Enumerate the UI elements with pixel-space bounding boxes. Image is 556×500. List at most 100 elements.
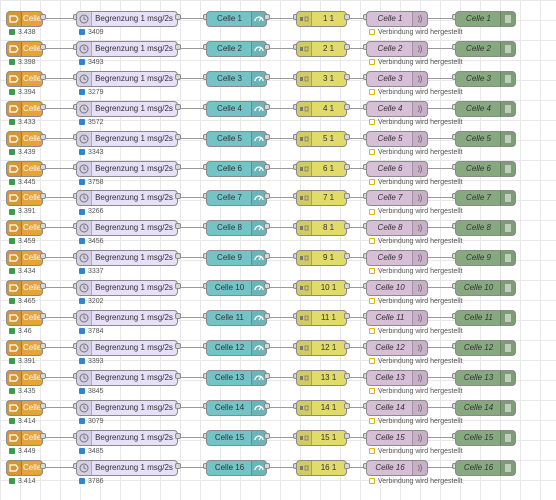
- wire[interactable]: [428, 317, 455, 318]
- output-port[interactable]: [264, 14, 270, 20]
- inject-arrow-icon[interactable]: [7, 71, 22, 86]
- debug-list-icon[interactable]: [500, 161, 515, 176]
- mqtt-out-node[interactable]: Celle 11: [366, 310, 428, 326]
- wire[interactable]: [178, 167, 206, 169]
- wire[interactable]: [347, 436, 366, 438]
- gauge-node[interactable]: Celle 14: [206, 399, 267, 416]
- output-port[interactable]: [40, 462, 46, 469]
- wire[interactable]: [43, 77, 76, 79]
- wire[interactable]: [347, 346, 366, 348]
- function-node[interactable]: 14 1: [296, 399, 347, 416]
- debug-node[interactable]: Celle 4: [455, 100, 516, 117]
- debug-list-icon[interactable]: [500, 281, 515, 296]
- inject-arrow-icon[interactable]: [7, 311, 22, 325]
- inject-arrow-icon[interactable]: [7, 251, 22, 266]
- wire[interactable]: [43, 18, 76, 19]
- output-port[interactable]: [264, 193, 270, 200]
- delay-node[interactable]: Begrenzung 1 msg/2s: [76, 130, 178, 147]
- mqtt-out-node[interactable]: Celle 4: [366, 100, 428, 117]
- wire[interactable]: [178, 197, 206, 199]
- debug-node[interactable]: Celle 3: [455, 70, 516, 87]
- wire[interactable]: [178, 227, 206, 229]
- wire[interactable]: [178, 376, 206, 378]
- output-port[interactable]: [264, 372, 270, 379]
- function-node[interactable]: 3 1: [296, 70, 347, 87]
- inject-arrow-icon[interactable]: [7, 460, 22, 475]
- wire[interactable]: [178, 346, 206, 348]
- wire[interactable]: [428, 197, 455, 199]
- delay-node[interactable]: Begrenzung 1 msg/2s: [76, 339, 178, 356]
- output-port[interactable]: [175, 163, 181, 170]
- debug-list-icon[interactable]: [500, 41, 515, 56]
- wire[interactable]: [267, 346, 296, 348]
- wire[interactable]: [347, 137, 366, 139]
- delay-node[interactable]: Begrenzung 1 msg/2s: [76, 11, 178, 27]
- mqtt-out-node[interactable]: Celle 9: [366, 250, 428, 267]
- output-port[interactable]: [40, 133, 46, 140]
- gauge-node[interactable]: Celle 12: [206, 339, 267, 356]
- delay-node[interactable]: Begrenzung 1 msg/2s: [76, 429, 178, 446]
- debug-node[interactable]: Celle 7: [455, 190, 516, 207]
- wire[interactable]: [428, 257, 455, 259]
- wire[interactable]: [267, 406, 296, 408]
- wire[interactable]: [43, 436, 76, 438]
- output-port[interactable]: [175, 253, 181, 260]
- output-port[interactable]: [40, 163, 46, 170]
- output-port[interactable]: [264, 283, 270, 290]
- output-port[interactable]: [264, 253, 270, 260]
- wire[interactable]: [428, 287, 455, 289]
- inject-arrow-icon[interactable]: [7, 281, 22, 296]
- wire[interactable]: [178, 436, 206, 438]
- output-port[interactable]: [40, 223, 46, 230]
- output-port[interactable]: [175, 462, 181, 469]
- gauge-node[interactable]: Celle 2: [206, 40, 267, 57]
- wire[interactable]: [347, 376, 366, 378]
- inject-arrow-icon[interactable]: [7, 12, 22, 26]
- wire[interactable]: [178, 406, 206, 408]
- wire[interactable]: [178, 257, 206, 259]
- output-port[interactable]: [40, 73, 46, 80]
- output-port[interactable]: [264, 462, 270, 469]
- gauge-node[interactable]: Celle 7: [206, 190, 267, 207]
- output-port[interactable]: [40, 402, 46, 409]
- inject-arrow-icon[interactable]: [7, 340, 22, 355]
- inject-arrow-icon[interactable]: [7, 131, 22, 146]
- output-port[interactable]: [344, 313, 350, 319]
- debug-list-icon[interactable]: [500, 12, 515, 26]
- debug-node[interactable]: Celle 16: [455, 459, 516, 476]
- debug-node[interactable]: Celle 14: [455, 399, 516, 416]
- wire[interactable]: [43, 466, 76, 468]
- output-port[interactable]: [175, 103, 181, 110]
- mqtt-out-node[interactable]: Celle 12: [366, 339, 428, 356]
- gauge-node[interactable]: Celle 3: [206, 70, 267, 87]
- gauge-node[interactable]: Celle 8: [206, 220, 267, 237]
- output-port[interactable]: [175, 133, 181, 140]
- wire[interactable]: [267, 436, 296, 438]
- inject-arrow-icon[interactable]: [7, 41, 22, 56]
- function-node[interactable]: 13 1: [296, 369, 347, 386]
- wire[interactable]: [178, 466, 206, 468]
- delay-node[interactable]: Begrenzung 1 msg/2s: [76, 280, 178, 297]
- mqtt-out-node[interactable]: Celle 6: [366, 160, 428, 177]
- wire[interactable]: [347, 257, 366, 259]
- output-port[interactable]: [264, 73, 270, 80]
- output-port[interactable]: [264, 402, 270, 409]
- output-port[interactable]: [344, 253, 350, 260]
- mqtt-out-node[interactable]: Celle 10: [366, 280, 428, 297]
- output-port[interactable]: [344, 402, 350, 409]
- wire[interactable]: [267, 77, 296, 79]
- output-port[interactable]: [344, 43, 350, 50]
- debug-list-icon[interactable]: [500, 221, 515, 236]
- gauge-node[interactable]: Celle 1: [206, 11, 267, 27]
- gauge-node[interactable]: Celle 11: [206, 310, 267, 326]
- output-port[interactable]: [175, 313, 181, 319]
- function-node[interactable]: 7 1: [296, 190, 347, 207]
